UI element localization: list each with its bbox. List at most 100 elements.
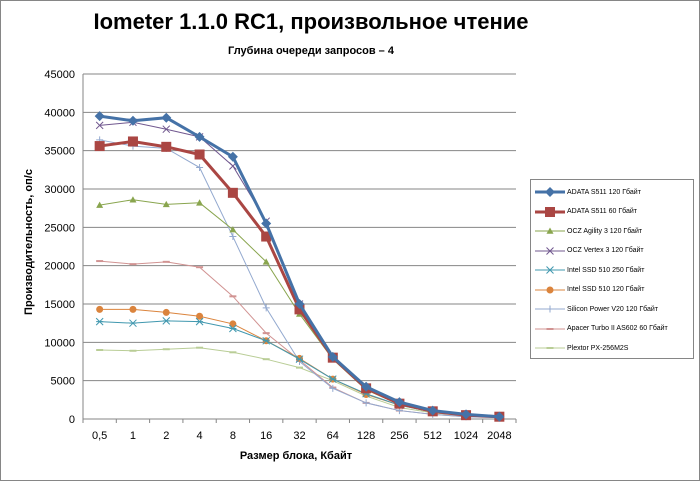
y-tick-label: 45000 — [44, 69, 75, 81]
legend-swatch — [535, 305, 565, 313]
x-tick-label: 0,5 — [92, 430, 107, 442]
data-point — [461, 409, 472, 420]
legend-swatch — [535, 327, 565, 330]
data-point — [95, 317, 104, 326]
series-7 — [96, 260, 503, 419]
data-point — [127, 115, 138, 126]
y-tick-label: 5000 — [51, 376, 75, 388]
data-point — [295, 355, 304, 364]
data-point — [162, 200, 170, 208]
legend-item: Apacer Turbo II AS602 60 Гбайт — [535, 323, 668, 335]
data-point — [294, 304, 305, 315]
data-point — [327, 351, 338, 362]
data-point — [229, 226, 237, 233]
data-point — [161, 112, 172, 123]
y-tick-label: 15000 — [44, 299, 75, 311]
data-point — [96, 201, 104, 208]
x-tick-label: 1 — [130, 430, 136, 442]
series-line — [99, 260, 500, 418]
legend-label: Silicon Power V20 120 Гбайт — [567, 305, 659, 313]
legend-swatch — [535, 187, 565, 197]
data-point — [129, 305, 137, 313]
data-point — [227, 187, 238, 198]
data-point — [362, 399, 370, 407]
series-3 — [95, 118, 504, 421]
chart-subtitle: Глубина очереди запросов – 4 — [228, 45, 394, 57]
data-point — [427, 405, 438, 416]
x-tick-label: 1024 — [454, 430, 478, 442]
legend: ADATA S511 120 Гбайт ADATA S511 60 Гбайт O… — [530, 179, 694, 359]
x-tick-label: 2048 — [487, 430, 511, 442]
data-point — [394, 397, 405, 408]
legend-label: Apacer Turbo II AS602 60 Гбайт — [567, 325, 668, 332]
legend-swatch — [535, 206, 565, 217]
legend-item: Intel SSD 510 120 Гбайт — [535, 284, 644, 296]
data-point — [129, 196, 137, 203]
data-point — [196, 312, 204, 320]
y-tick-label: 40000 — [44, 107, 75, 119]
legend-item: Intel SSD 510 250 Гбайт — [535, 264, 644, 276]
data-point — [262, 304, 270, 312]
data-point — [162, 308, 170, 316]
data-point — [227, 151, 238, 162]
data-point — [96, 305, 104, 313]
data-point — [94, 111, 105, 122]
data-point — [194, 149, 205, 160]
data-point — [161, 141, 172, 152]
data-point — [127, 136, 138, 147]
data-point — [194, 131, 205, 142]
legend-swatch — [535, 227, 565, 234]
y-tick-label: 10000 — [44, 337, 75, 349]
series-line — [99, 320, 500, 418]
x-tick-label: 64 — [327, 430, 339, 442]
x-tick-label: 512 — [424, 430, 442, 442]
x-tick-label: 2 — [163, 430, 169, 442]
data-point — [195, 317, 204, 326]
legend-label: ADATA S511 60 Гбайт — [567, 208, 638, 215]
y-tick-label: 0 — [69, 414, 75, 426]
series-line — [99, 139, 500, 418]
legend-item: Plextor PX-256M2S — [535, 342, 628, 354]
series-0 — [94, 111, 505, 422]
data-point — [196, 164, 204, 172]
legend-swatch — [535, 286, 565, 293]
data-point — [162, 317, 171, 325]
legend-label: OCZ Agility 3 120 Гбайт — [567, 227, 643, 235]
data-point — [361, 381, 372, 392]
data-point — [229, 233, 237, 241]
data-point — [129, 319, 137, 328]
data-point — [294, 299, 305, 309]
data-point — [261, 231, 272, 242]
data-point — [229, 320, 237, 328]
data-point — [196, 199, 204, 206]
data-point — [94, 141, 105, 152]
y-tick-label: 25000 — [44, 222, 75, 234]
legend-swatch — [535, 347, 565, 349]
series-line — [99, 114, 500, 419]
legend-label: Intel SSD 510 250 Гбайт — [567, 266, 645, 274]
data-point — [494, 411, 505, 422]
data-point — [162, 125, 171, 134]
x-tick-label: 4 — [197, 430, 203, 442]
data-point — [261, 218, 272, 229]
chart-title: Iometer 1.1.0 RC1, произвольное чтение — [93, 9, 529, 34]
legend-swatch — [535, 266, 565, 274]
data-point — [329, 384, 337, 392]
legend-label: OCZ Vertex 3 120 Гбайт — [567, 247, 644, 254]
legend-item: Silicon Power V20 120 Гбайт — [535, 303, 658, 315]
x-tick-label: 8 — [230, 430, 236, 442]
data-point — [95, 121, 104, 130]
series-1 — [94, 136, 505, 422]
legend-item: OCZ Agility 3 120 Гбайт — [535, 225, 642, 237]
series-line — [99, 121, 500, 418]
data-point — [262, 258, 270, 265]
x-tick-label: 32 — [293, 430, 305, 442]
x-tick-label: 256 — [390, 430, 408, 442]
x-axis-label: Размер блока, Кбайт — [239, 450, 353, 462]
x-tick-label: 128 — [357, 430, 375, 442]
series-4 — [95, 317, 504, 421]
legend-swatch — [535, 246, 565, 255]
y-tick-label: 30000 — [44, 184, 75, 196]
data-point — [229, 324, 237, 333]
